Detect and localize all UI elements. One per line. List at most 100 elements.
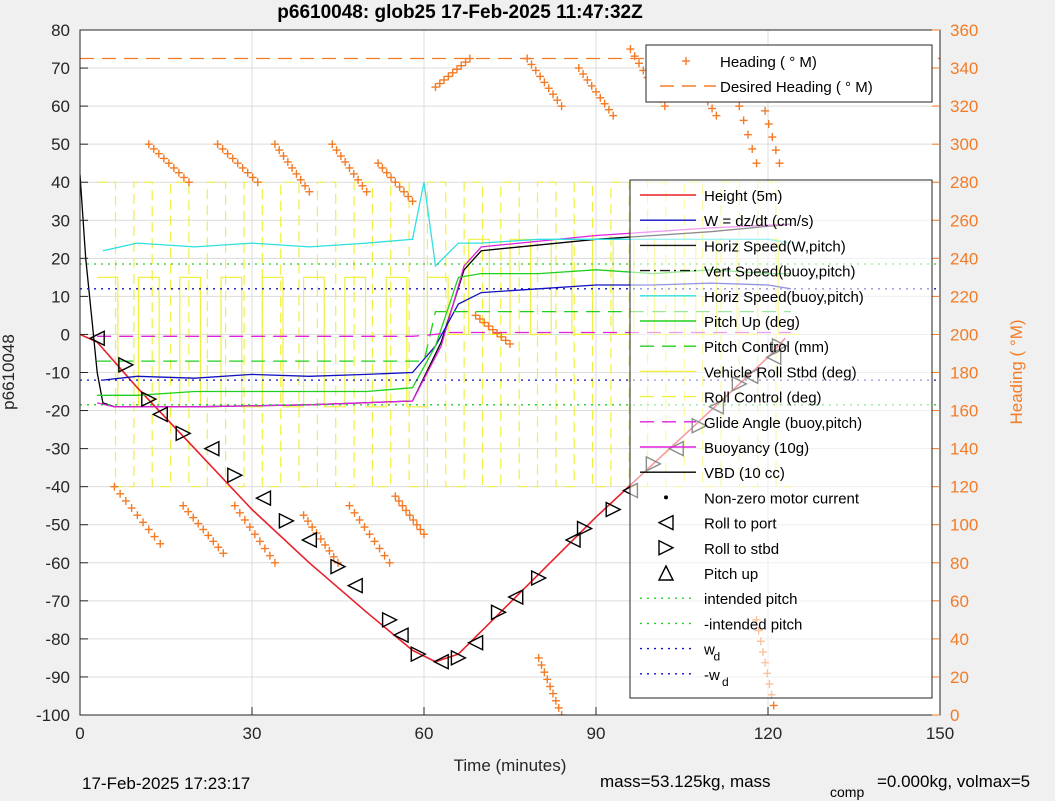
y-tick-label: -50 (45, 516, 70, 535)
heading-marker (382, 168, 391, 177)
heading-marker (288, 163, 297, 172)
heading-marker (435, 79, 444, 88)
heading-marker (275, 146, 284, 155)
heading-marker (385, 558, 394, 567)
roll-to-port-marker (300, 531, 318, 549)
heading-marker (523, 54, 532, 63)
legend-main-label: Vehicle Roll Stbd (deg) (704, 364, 857, 381)
heading-marker (345, 501, 354, 510)
heading-marker (440, 75, 449, 84)
roll-to-port-marker (254, 489, 272, 507)
heading-marker (557, 102, 566, 111)
heading-marker (233, 159, 242, 168)
legend-heading-box (645, 44, 933, 103)
heading-marker (250, 530, 259, 539)
heading-marker (354, 175, 363, 184)
heading-marker (420, 530, 428, 539)
legend-main-label: Roll Control (deg) (704, 390, 822, 407)
legend-main-label: Glide Angle (buoy,pitch) (704, 415, 862, 432)
legend-plus-sample (682, 57, 690, 65)
heading-marker (583, 75, 592, 84)
heading-marker (752, 159, 761, 168)
heading-marker (501, 336, 510, 345)
legend-heading: Heading ( ° M) Desired Heading ( ° M) (645, 44, 933, 103)
heading-marker (531, 66, 540, 75)
heading-marker (387, 173, 396, 182)
x-tick-label: 30 (243, 724, 262, 743)
y-tick-label: -30 (45, 440, 70, 459)
heading-marker (218, 144, 227, 153)
heading-marker (127, 504, 136, 513)
heading-marker (144, 525, 153, 534)
heading-marker (350, 508, 359, 517)
heading-marker (712, 111, 721, 120)
heading-marker (328, 140, 337, 149)
heading-marker (164, 159, 173, 168)
heading-marker (399, 187, 408, 196)
heading-marker (149, 144, 158, 153)
heading-marker (630, 52, 639, 61)
heading-marker (238, 163, 247, 172)
heading-marker (214, 543, 223, 552)
heading-marker (179, 173, 188, 182)
heading-marker (769, 701, 778, 710)
y-tick-label: 40 (51, 173, 70, 192)
heading-marker (362, 187, 371, 196)
roll-to-stbd-marker (381, 611, 399, 628)
heading-marker (448, 68, 457, 77)
y-tick-label: 20 (51, 249, 70, 268)
heading-marker (235, 508, 244, 517)
y2-tick-label: 280 (950, 173, 978, 192)
heading-marker (540, 668, 549, 677)
heading-marker (394, 496, 403, 505)
y2-tick-label: 140 (950, 440, 978, 459)
legend-main-label: -w (704, 667, 720, 684)
roll-to-stbd-marker (330, 558, 347, 575)
footer-mass-a: mass=53.125kg, mass (600, 772, 771, 791)
series-line-glide-angle-buoy-pitch- (97, 331, 791, 337)
heading-marker (554, 703, 563, 712)
y2-tick-label: 180 (950, 364, 978, 383)
legend-main-label: Horiz Speed(buoy,pitch) (704, 289, 864, 306)
roll-to-port-marker (88, 330, 105, 347)
y2-tick-label: 0 (950, 706, 959, 725)
y2-tick-label: 80 (950, 554, 969, 573)
heading-marker (626, 45, 635, 54)
roll-to-stbd-marker (576, 520, 594, 537)
heading-marker (223, 149, 232, 158)
y-tick-label: 0 (61, 325, 70, 344)
roll-to-stbd-marker (227, 467, 244, 484)
legend-heading-label: Desired Heading ( ° M) (720, 79, 873, 96)
legend-main-label: Non-zero motor current (704, 490, 860, 507)
heading-marker (493, 329, 502, 338)
heading-marker (635, 59, 643, 68)
heading-marker (243, 168, 252, 177)
heading-marker (245, 523, 254, 532)
roll-to-port-marker (346, 577, 363, 594)
roll-to-port-marker (564, 531, 581, 549)
y-tick-label: -10 (45, 364, 70, 383)
roll-to-stbd-marker (530, 569, 548, 587)
y-tick-label: -20 (45, 402, 70, 421)
legend-main-label: Pitch Control (mm) (704, 339, 829, 356)
heading-marker (775, 159, 784, 168)
y2-tick-label: 200 (950, 325, 978, 344)
heading-marker (378, 163, 387, 172)
heading-marker (408, 197, 417, 206)
heading-marker (748, 144, 757, 153)
x-tick-label: 150 (926, 724, 954, 743)
legend-main-box (629, 179, 933, 699)
axis-ticks: 0 30 60 90 120 15080706050403020100-10-20-30-… (36, 21, 978, 743)
heading-marker (349, 169, 358, 178)
heading-marker (270, 558, 279, 567)
heading-marker (457, 61, 466, 70)
y2-tick-label: 120 (950, 478, 978, 497)
legend-main-label: VBD (10 cc) (704, 465, 785, 482)
heading-marker (360, 523, 369, 532)
y2-axis-label: Heading ( °M) (1007, 319, 1026, 424)
heading-marker (228, 154, 237, 163)
heading-marker (370, 537, 379, 546)
heading-marker (444, 72, 453, 81)
x-tick-label: 90 (587, 724, 606, 743)
